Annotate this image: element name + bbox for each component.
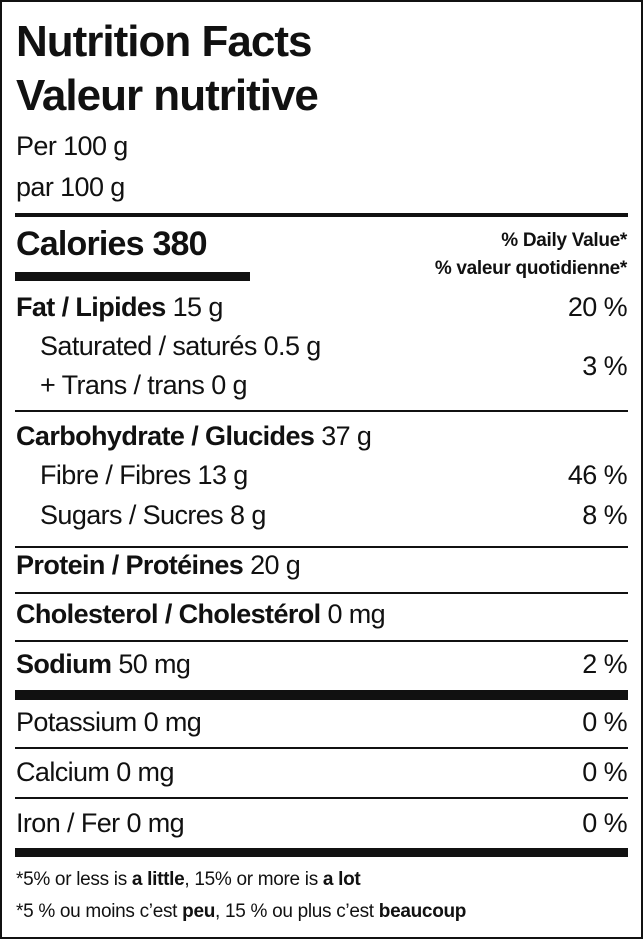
sugars-dv: 8 % (582, 500, 627, 530)
protein-amount: 20 g (250, 550, 301, 580)
divider (15, 747, 628, 749)
dv-header-en: % Daily Value* (501, 230, 627, 251)
saturated-row: Saturated / saturés 0.5 g (40, 333, 321, 360)
divider (15, 797, 628, 799)
cholesterol-row: Cholesterol / Cholestérol 0 mg (16, 599, 386, 629)
carbohydrate-amount: 37 g (321, 421, 372, 451)
fibre-label: Fibre / Fibres (40, 460, 191, 490)
potassium-label: Potassium (16, 707, 137, 737)
protein-row: Protein / Protéines 20 g (16, 550, 301, 580)
title-en: Nutrition Facts (16, 17, 312, 66)
sugars-row: Sugars / Sucres 8 g (40, 502, 266, 529)
thick-divider (15, 690, 628, 700)
sodium-dv: 2 % (582, 649, 627, 679)
sugars-amount: 8 g (230, 500, 266, 530)
protein-label: Protein / Protéines (16, 550, 244, 580)
calcium-amount: 0 mg (116, 757, 174, 787)
sodium-amount: 50 mg (118, 649, 191, 679)
carbohydrate-row: Carbohydrate / Glucides 37 g (16, 421, 372, 451)
iron-dv: 0 % (582, 808, 627, 838)
fibre-row: Fibre / Fibres 13 g (40, 462, 248, 489)
fat-amount: 15 g (172, 292, 224, 322)
potassium-dv: 0 % (582, 707, 627, 737)
divider (15, 592, 628, 594)
sodium-label: Sodium (16, 649, 112, 679)
trans-label: + Trans / trans (40, 370, 205, 400)
footnote-text: , 15% or more is (184, 869, 323, 890)
trans-row: + Trans / trans 0 g (40, 370, 248, 400)
sodium-row: Sodium 50 mg (16, 649, 191, 679)
saturated-amount: 0.5 g (263, 331, 322, 361)
sat-trans-dv: 3 % (582, 351, 627, 381)
footnote-text: *5% or less is (16, 869, 132, 890)
calories-label: Calories (16, 225, 145, 263)
iron-label: Iron / Fer (16, 808, 120, 838)
trans-amount: 0 g (211, 370, 247, 400)
divider (15, 640, 628, 642)
iron-amount: 0 mg (126, 808, 185, 838)
footnote-fr: *5 % ou moins c’est peu, 15 % ou plus c’… (16, 902, 466, 921)
carbohydrate-label: Carbohydrate / Glucides (16, 421, 315, 451)
title-fr: Valeur nutritive (16, 71, 319, 120)
potassium-amount: 0 mg (143, 707, 202, 737)
footnote-bold: beaucoup (378, 901, 467, 922)
potassium-row: Potassium 0 mg (16, 707, 202, 737)
calcium-label: Calcium (16, 757, 110, 787)
footnote-bold: a lot (322, 869, 361, 890)
calcium-dv: 0 % (582, 757, 627, 787)
calcium-row: Calcium 0 mg (16, 759, 174, 786)
cholesterol-label: Cholesterol / Cholestérol (16, 599, 321, 629)
fat-row: Fat / Lipides 15 g (16, 294, 223, 321)
footnote-text: , 15 % ou plus c’est (215, 901, 379, 922)
footnote-bold: peu (182, 901, 216, 922)
iron-row: Iron / Fer 0 mg (16, 808, 185, 838)
fibre-dv: 46 % (567, 460, 628, 490)
footnote-en: *5% or less is a little, 15% or more is … (16, 869, 361, 890)
divider (15, 410, 628, 412)
divider (15, 546, 628, 548)
fat-label: Fat / Lipides (16, 292, 166, 322)
calories: Calories 380 (16, 225, 208, 263)
sugars-label: Sugars / Sucres (40, 500, 224, 530)
serving-fr: par 100 g (16, 172, 125, 202)
cholesterol-amount: 0 mg (327, 599, 386, 629)
footnote-text: *5 % ou moins c’est (16, 901, 183, 922)
dv-header-fr: % valeur quotidienne* (434, 258, 627, 279)
saturated-label: Saturated / saturés (40, 331, 257, 361)
fat-dv: 20 % (567, 292, 628, 322)
calories-bar (15, 272, 250, 281)
thick-divider (15, 848, 628, 857)
footnote-bold: a little (131, 869, 185, 890)
calories-value: 380 (152, 225, 207, 263)
divider (15, 213, 628, 217)
fibre-amount: 13 g (197, 460, 249, 490)
serving-en: Per 100 g (16, 131, 128, 161)
